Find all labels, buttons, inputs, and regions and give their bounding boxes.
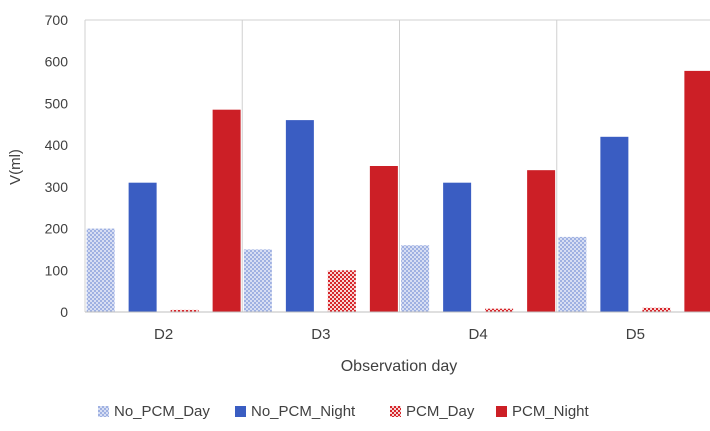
y-tick-label: 100 (45, 262, 69, 278)
bar-no-pcm-day-d2 (86, 228, 115, 312)
y-tick-label: 400 (45, 137, 69, 153)
legend: No_PCM_Day No_PCM_Night PCM_Day PCM_Night (98, 403, 590, 420)
x-axis-label: Observation day (341, 358, 458, 375)
bar-no-pcm-day-d3 (243, 249, 272, 312)
x-tick-label: D2 (154, 326, 173, 343)
legend-label: PCM_Day (406, 403, 475, 420)
y-tick-label: 300 (45, 179, 69, 195)
y-axis-label: V(ml) (7, 149, 24, 185)
bar-pcm-day-d4 (485, 308, 514, 312)
bar-pcm-day-d3 (327, 270, 356, 312)
bar-pcm-night-d3 (369, 166, 398, 312)
y-tick-label: 600 (45, 54, 69, 70)
bar-no-pcm-day-d5 (558, 236, 587, 312)
grid-lines (84, 19, 710, 312)
bar-pcm-night-d2 (212, 109, 241, 312)
legend-label: PCM_Night (512, 403, 590, 420)
legend-swatch (390, 406, 401, 417)
legend-swatch (98, 406, 109, 417)
bar-pcm-night-d4 (527, 170, 556, 312)
bar-pcm-day-d5 (642, 307, 671, 312)
axes: 0 100 200 300 400 500 600 700 D2 D3 D4 D5 (45, 12, 710, 343)
bar-no-pcm-night-d2 (128, 182, 157, 312)
y-tick-label: 700 (45, 12, 69, 28)
legend-swatch (496, 406, 507, 417)
y-tick-label: 200 (45, 221, 69, 237)
x-tick-label: D3 (311, 326, 330, 343)
y-tick-label: 500 (45, 95, 69, 111)
bar-no-pcm-night-d5 (600, 136, 629, 312)
x-tick-label: D5 (626, 326, 645, 343)
x-tick-label: D4 (469, 326, 488, 343)
bar-pcm-night-d5 (684, 70, 710, 313)
bar-no-pcm-night-d3 (285, 120, 314, 312)
y-tick-label: 0 (60, 304, 68, 320)
bar-pcm-day-d2 (170, 309, 199, 312)
legend-swatch (235, 406, 246, 417)
bar-no-pcm-night-d4 (443, 182, 472, 312)
bar-no-pcm-day-d4 (401, 245, 430, 312)
legend-label: No_PCM_Day (114, 403, 210, 420)
bars (86, 70, 710, 313)
legend-label: No_PCM_Night (251, 403, 356, 420)
